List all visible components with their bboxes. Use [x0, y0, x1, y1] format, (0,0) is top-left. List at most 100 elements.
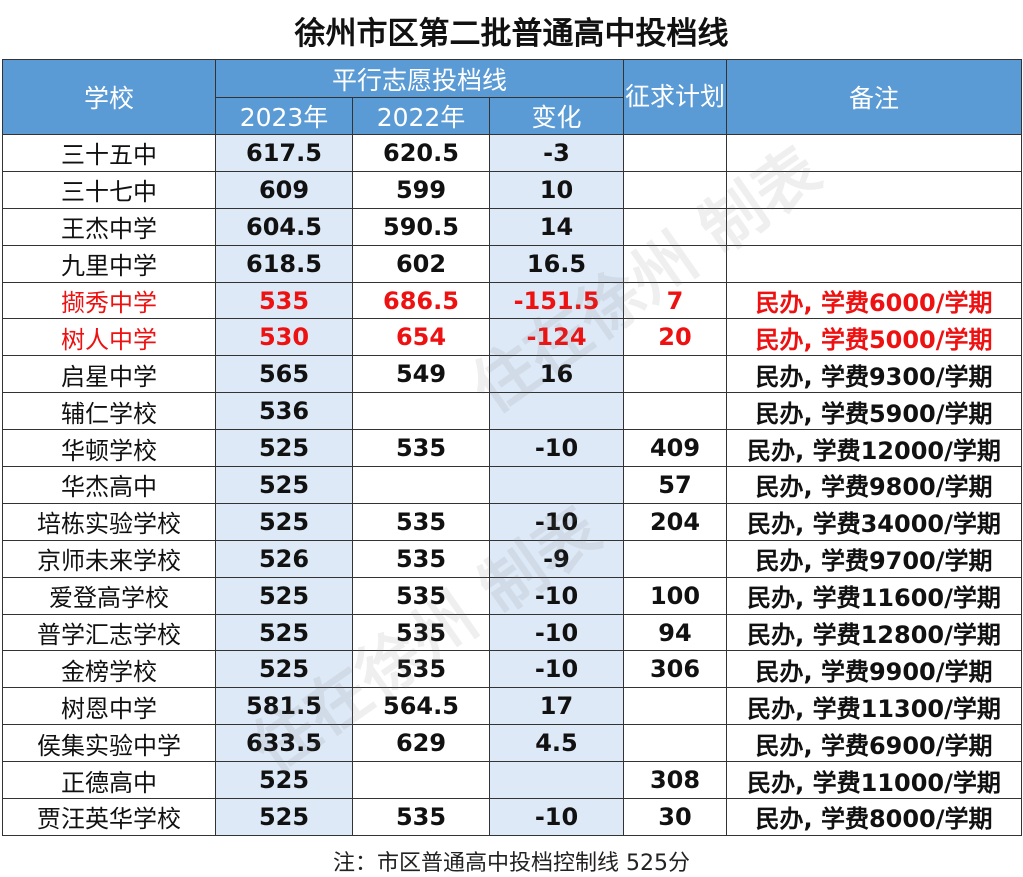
cell-school: 三十七中	[2, 170, 216, 209]
cell-2023: 536	[215, 392, 353, 431]
cell-plan: 30	[623, 798, 727, 836]
cell-2023: 604.5	[215, 207, 353, 246]
header-2023: 2023年	[215, 97, 353, 135]
cell-school: 普学汇志学校	[2, 613, 216, 652]
header-group: 平行志愿投档线	[215, 59, 624, 98]
admission-table: 学校 平行志愿投档线 征求计划 备注 2023年 2022年 变化 三十五中 61…	[2, 59, 1022, 836]
cell-plan	[623, 539, 727, 578]
table-row: 撷秀中学 535 686.5 -151.5 7 民办, 学费6000/学期	[2, 281, 1022, 320]
cell-change: -124	[489, 318, 624, 357]
table-row: 普学汇志学校 525 535 -10 94 民办, 学费12800/学期	[2, 613, 1022, 652]
cell-note: 民办, 学费6000/学期	[726, 281, 1022, 320]
cell-note: 民办, 学费9900/学期	[726, 650, 1022, 689]
cell-2023: 525	[215, 466, 353, 504]
cell-change: 4.5	[489, 724, 624, 763]
header-2022: 2022年	[352, 97, 490, 135]
cell-2023: 618.5	[215, 244, 353, 283]
cell-2022: 590.5	[352, 207, 490, 246]
cell-plan: 20	[623, 318, 727, 357]
cell-2023: 525	[215, 576, 353, 615]
cell-change: -3	[489, 134, 624, 172]
cell-change: 17	[489, 687, 624, 726]
cell-school: 爱登高学校	[2, 576, 216, 615]
cell-note: 民办, 学费34000/学期	[726, 502, 1022, 541]
cell-change: -10	[489, 576, 624, 615]
cell-2022: 535	[352, 502, 490, 541]
cell-note: 民办, 学费6900/学期	[726, 724, 1022, 763]
cell-2023: 617.5	[215, 134, 353, 172]
cell-note	[726, 134, 1022, 172]
table-row: 辅仁学校 536 民办, 学费5900/学期	[2, 392, 1022, 431]
cell-school: 撷秀中学	[2, 281, 216, 320]
cell-plan	[623, 392, 727, 431]
header-plan: 征求计划	[623, 59, 727, 135]
table-row: 正德高中 525 308 民办, 学费11000/学期	[2, 761, 1022, 800]
cell-school: 正德高中	[2, 761, 216, 800]
cell-change	[489, 466, 624, 504]
cell-school: 华杰高中	[2, 466, 216, 504]
cell-2022: 629	[352, 724, 490, 763]
cell-2023: 525	[215, 798, 353, 836]
cell-change: -10	[489, 502, 624, 541]
table-row: 爱登高学校 525 535 -10 100 民办, 学费11600/学期	[2, 576, 1022, 615]
cell-2022: 549	[352, 355, 490, 394]
table-row: 华顿学校 525 535 -10 409 民办, 学费12000/学期	[2, 429, 1022, 468]
cell-change: -10	[489, 650, 624, 689]
cell-school: 启星中学	[2, 355, 216, 394]
cell-2023: 526	[215, 539, 353, 578]
cell-2022: 599	[352, 170, 490, 209]
cell-change: 10	[489, 170, 624, 209]
table-row: 树恩中学 581.5 564.5 17 民办, 学费11300/学期	[2, 687, 1022, 726]
cell-school: 贾汪英华学校	[2, 798, 216, 836]
cell-school: 京师未来学校	[2, 539, 216, 578]
cell-2023: 525	[215, 502, 353, 541]
cell-2022: 535	[352, 429, 490, 468]
cell-2023: 530	[215, 318, 353, 357]
cell-plan: 409	[623, 429, 727, 468]
cell-2023: 565	[215, 355, 353, 394]
cell-2022: 686.5	[352, 281, 490, 320]
table-row: 京师未来学校 526 535 -9 民办, 学费9700/学期	[2, 539, 1022, 578]
cell-change	[489, 761, 624, 800]
cell-school: 王杰中学	[2, 207, 216, 246]
cell-school: 侯集实验中学	[2, 724, 216, 763]
cell-2023: 609	[215, 170, 353, 209]
table-row: 金榜学校 525 535 -10 306 民办, 学费9900/学期	[2, 650, 1022, 689]
table-row: 培栋实验学校 525 535 -10 204 民办, 学费34000/学期	[2, 502, 1022, 541]
cell-note: 民办, 学费8000/学期	[726, 798, 1022, 836]
cell-change: -151.5	[489, 281, 624, 320]
header-change: 变化	[489, 97, 624, 135]
cell-change: -10	[489, 798, 624, 836]
cell-plan	[623, 207, 727, 246]
cell-change: 14	[489, 207, 624, 246]
cell-2022	[352, 392, 490, 431]
table-row: 贾汪英华学校 525 535 -10 30 民办, 学费8000/学期	[2, 798, 1022, 836]
cell-note: 民办, 学费12800/学期	[726, 613, 1022, 652]
header-school: 学校	[2, 59, 216, 135]
cell-school: 九里中学	[2, 244, 216, 283]
cell-2022: 535	[352, 539, 490, 578]
cell-2022: 654	[352, 318, 490, 357]
cell-plan	[623, 687, 727, 726]
cell-2022: 564.5	[352, 687, 490, 726]
cell-plan	[623, 244, 727, 283]
cell-change	[489, 392, 624, 431]
cell-2023: 633.5	[215, 724, 353, 763]
cell-change: -9	[489, 539, 624, 578]
cell-plan	[623, 134, 727, 172]
cell-plan	[623, 355, 727, 394]
cell-plan: 94	[623, 613, 727, 652]
cell-2022: 535	[352, 576, 490, 615]
cell-school: 三十五中	[2, 134, 216, 172]
cell-note	[726, 170, 1022, 209]
cell-2023: 525	[215, 613, 353, 652]
cell-change: 16.5	[489, 244, 624, 283]
page-title: 徐州市区第二批普通高中投档线	[294, 15, 729, 52]
cell-change: -10	[489, 429, 624, 468]
cell-2022: 602	[352, 244, 490, 283]
cell-school: 华顿学校	[2, 429, 216, 468]
cell-plan	[623, 170, 727, 209]
cell-plan: 204	[623, 502, 727, 541]
table-row: 华杰高中 525 57 民办, 学费9800/学期	[2, 466, 1022, 504]
cell-2022: 535	[352, 650, 490, 689]
